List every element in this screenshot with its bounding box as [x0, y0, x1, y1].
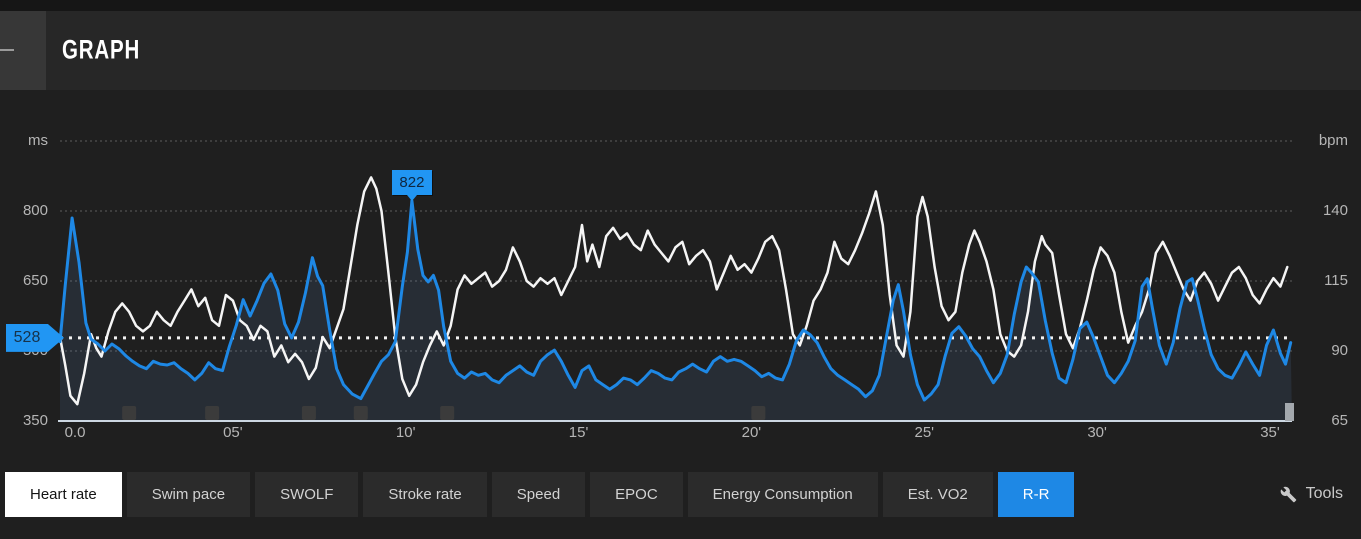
- lap-marker: [751, 406, 766, 420]
- right-axis-tick: 65: [1331, 412, 1348, 429]
- x-axis-tick: 25': [914, 424, 935, 441]
- rr-line: [58, 199, 1293, 402]
- left-axis-unit: ms: [28, 132, 48, 149]
- lap-marker: [205, 406, 220, 420]
- tab-epoc[interactable]: EPOC: [590, 472, 683, 517]
- right-axis-tick: 140: [1322, 202, 1348, 219]
- x-axis-tick: 15': [568, 424, 589, 441]
- tab-energy-consumption[interactable]: Energy Consumption: [687, 472, 878, 517]
- left-axis-tick: 800: [22, 202, 48, 219]
- x-axis-tick: 20': [741, 424, 762, 441]
- scrubber-handle[interactable]: [1284, 403, 1294, 421]
- tab-swim-pace[interactable]: Swim pace: [126, 472, 251, 517]
- tab-swolf[interactable]: SWOLF: [255, 472, 359, 517]
- tab-r-r[interactable]: R-R: [997, 472, 1075, 517]
- x-axis-tick: 30': [1087, 424, 1107, 441]
- tools-label: Tools: [1305, 485, 1343, 502]
- wrench-icon: [1280, 486, 1296, 502]
- lap-marker: [353, 406, 368, 420]
- x-axis-tick: 0.0: [64, 424, 86, 441]
- top-strip: [0, 0, 1361, 11]
- left-axis-tick: 650: [22, 272, 48, 289]
- graph-panel: ms800650500350bpm14011590650.005'10'15'2…: [0, 90, 1361, 460]
- tab-stroke-rate[interactable]: Stroke rate: [363, 472, 487, 517]
- graph-header: GRAPH: [0, 11, 1361, 90]
- rr-average-value: 528: [13, 328, 41, 346]
- minus-icon: [0, 49, 14, 51]
- lap-marker: [301, 406, 316, 420]
- metric-tabs: Heart rate Swim pace SWOLF Stroke rate Speed…: [5, 472, 1079, 517]
- tab-speed[interactable]: Speed: [491, 472, 586, 517]
- collapse-button[interactable]: [0, 11, 46, 90]
- x-axis-tick: 35': [1260, 424, 1280, 441]
- chart-canvas[interactable]: [0, 90, 1361, 460]
- lap-marker: [440, 406, 455, 420]
- right-axis-tick: 90: [1331, 342, 1348, 359]
- rr-peak-tooltip: 822: [391, 169, 432, 201]
- tab-heart-rate[interactable]: Heart rate: [5, 472, 122, 517]
- right-axis-unit: bpm: [1318, 132, 1348, 149]
- tab-est-vo2[interactable]: Est. VO2: [882, 472, 993, 517]
- rr-area-fill: [60, 200, 1292, 421]
- right-axis-tick: 115: [1324, 272, 1348, 289]
- lap-marker: [122, 406, 137, 420]
- rr-peak-value: 822: [399, 173, 425, 191]
- x-axis-tick: 05': [223, 424, 243, 441]
- left-axis-tick: 350: [22, 412, 48, 429]
- page-title: GRAPH: [62, 34, 141, 66]
- tools-button[interactable]: Tools: [1280, 481, 1343, 507]
- x-axis-tick: 10': [395, 424, 416, 441]
